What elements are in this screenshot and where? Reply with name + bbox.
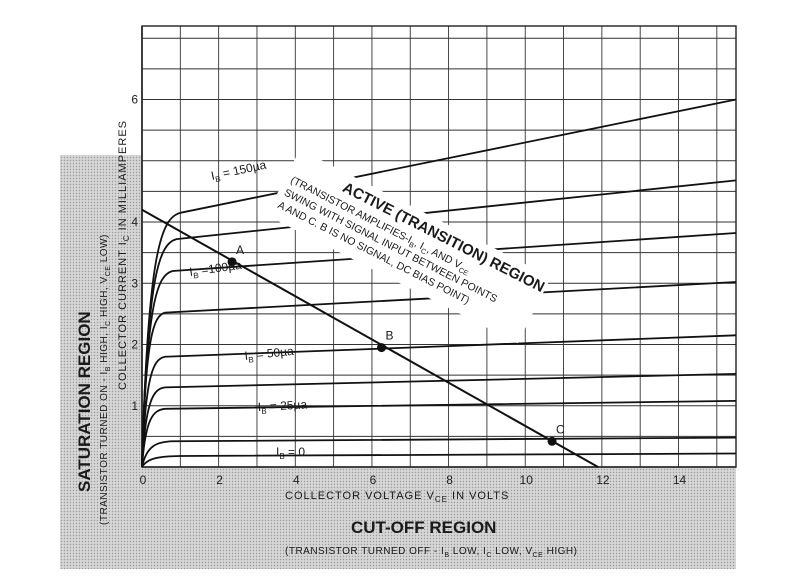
ib-100-label: IB =100µa: [188, 258, 243, 281]
ib-100-sub: B: [193, 271, 200, 281]
cut-sub-c: LOW, I: [449, 546, 486, 557]
ib-50-sub: B: [248, 355, 254, 365]
x-axis-label: COLLECTOR VOLTAGE VCE IN VOLTS: [285, 490, 509, 504]
cutoff-region-title: CUT-OFF REGION: [351, 518, 496, 537]
cutoff-region-sub: (TRANSISTOR TURNED OFF - IB LOW, IC LOW,…: [285, 546, 577, 559]
x-tick-label: 8: [446, 473, 453, 487]
characteristic-curve: [141, 436, 737, 468]
operating-point: [377, 343, 387, 353]
y-tick-label: 6: [131, 93, 138, 107]
grid: [141, 25, 737, 468]
x-tick-label: 6: [370, 473, 377, 487]
cut-sub-f: CE: [533, 552, 544, 559]
y-axis-label-tail: IN MILLIAMPERES: [117, 120, 129, 234]
x-axis-label-tail: IN VOLTS: [448, 490, 509, 502]
y-tick-label: 3: [131, 276, 138, 290]
active-l1b: B: [407, 242, 415, 251]
ib-150-i: I: [210, 169, 216, 183]
x-tick-label: 10: [520, 473, 534, 487]
sat-sub-a: (TRANSISTOR TURNED ON - I: [99, 371, 110, 525]
ib-0-sub: B: [279, 452, 284, 461]
operating-point-label: B: [386, 329, 394, 343]
ib-0-label: IB = 0: [276, 445, 305, 461]
y-axis-label: COLLECTOR CURRENT IC IN MILLIAMPERES: [117, 120, 131, 390]
saturation-region-shade: [60, 155, 142, 467]
operating-point: [547, 436, 557, 446]
cut-sub-d: C: [486, 552, 492, 559]
active-l1f: CE: [457, 267, 469, 278]
plot-frame: [141, 25, 737, 468]
ib-0-i: I: [276, 445, 279, 459]
ib-50-val: = 50µa: [252, 344, 294, 362]
saturation-region-sub: (TRANSISTOR TURNED ON - IB HIGH, IC HIGH…: [99, 234, 112, 525]
y-tick-label: 2: [131, 338, 138, 352]
x-tick-label: 14: [673, 473, 687, 487]
characteristic-curves: [141, 98, 737, 468]
cut-sub-g: HIGH): [543, 546, 577, 557]
sat-sub-e: HIGH, V: [99, 276, 110, 320]
sat-sub-d: C: [105, 320, 112, 326]
ib-100-i: I: [188, 265, 193, 279]
ib-50-label: IB = 50µa: [244, 344, 295, 365]
characteristic-curve: [141, 98, 737, 468]
sat-sub-c: HIGH, I: [99, 326, 110, 366]
ib-0-val: = 0: [285, 445, 306, 459]
characteristic-curve: [141, 452, 737, 468]
load-line-group: [141, 208, 599, 468]
ib-100-val: =100µa: [197, 258, 243, 278]
ib-25-i: I: [257, 400, 261, 414]
operating-point-label: A: [236, 243, 244, 257]
y-tick-labels: 1 2 3 4 6: [131, 93, 138, 413]
sat-sub-g: LOW): [99, 234, 110, 265]
y-axis-label-sub: C: [122, 234, 131, 241]
x-axis-label-main: COLLECTOR VOLTAGE V: [285, 490, 435, 502]
ib-25-label: IB = 25µa: [257, 397, 307, 416]
active-l1d: C: [419, 248, 427, 257]
ib-50-i: I: [244, 349, 249, 363]
y-tick-label: 1: [131, 399, 138, 413]
operating-point: [227, 257, 237, 267]
cut-sub-b: B: [444, 552, 449, 559]
x-tick-label: 12: [596, 473, 610, 487]
cut-sub-a: (TRANSISTOR TURNED OFF - I: [285, 546, 444, 557]
x-tick-label: 4: [293, 473, 300, 487]
cut-sub-e: LOW, V: [492, 546, 533, 557]
x-tick-label: 0: [140, 473, 147, 487]
y-axis-label-main: COLLECTOR CURRENT I: [117, 241, 129, 390]
ib-25-val: = 25µa: [266, 397, 308, 413]
active-region-backdrop: [266, 149, 552, 344]
x-axis-label-sub: CE: [435, 495, 448, 504]
operating-points: ABC: [227, 243, 565, 446]
sat-sub-b: B: [105, 366, 112, 371]
cutoff-region-shade: [60, 467, 736, 569]
operating-point-label: C: [556, 422, 565, 436]
y-tick-label: 4: [131, 215, 138, 229]
saturation-region-title: SATURATION REGION: [75, 311, 94, 492]
ib-25-sub: B: [261, 407, 267, 416]
ib-150-sub: B: [214, 174, 221, 184]
x-tick-label: 2: [216, 473, 223, 487]
x-tick-labels: 0 2 4 6 8 10 12 14: [140, 473, 687, 487]
load-line: [141, 208, 599, 468]
sat-sub-f: CE: [105, 266, 112, 277]
